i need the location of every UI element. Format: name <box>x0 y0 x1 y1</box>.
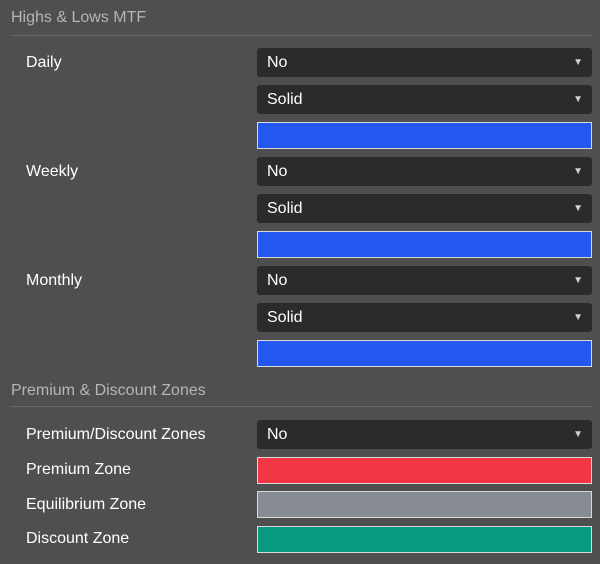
monthly-label: Monthly <box>26 272 83 289</box>
chevron-down-icon: ▼ <box>573 275 583 286</box>
equilibrium-zone-label: Equilibrium Zone <box>26 496 147 513</box>
premium-zone-color-swatch[interactable] <box>257 457 592 484</box>
section-title-premium-discount-zones: Premium & Discount Zones <box>11 382 206 399</box>
daily-style-select[interactable]: Solid ▼ <box>257 85 592 114</box>
premium-discount-zones-value: No <box>267 426 288 443</box>
monthly-color-swatch[interactable] <box>257 340 592 367</box>
monthly-style-value: Solid <box>267 309 303 326</box>
daily-label: Daily <box>26 54 62 71</box>
monthly-show-select[interactable]: No ▼ <box>257 266 592 295</box>
premium-discount-zones-label: Premium/Discount Zones <box>26 426 206 443</box>
discount-zone-color-swatch[interactable] <box>257 526 592 553</box>
weekly-color-swatch[interactable] <box>257 231 592 258</box>
chevron-down-icon: ▼ <box>573 57 583 68</box>
chevron-down-icon: ▼ <box>573 429 583 440</box>
daily-color-swatch[interactable] <box>257 122 592 149</box>
discount-zone-label: Discount Zone <box>26 530 130 547</box>
weekly-show-value: No <box>267 163 288 180</box>
daily-show-select[interactable]: No ▼ <box>257 48 592 77</box>
daily-show-value: No <box>267 54 288 71</box>
weekly-style-value: Solid <box>267 200 303 217</box>
chevron-down-icon: ▼ <box>573 203 583 214</box>
daily-style-value: Solid <box>267 91 303 108</box>
chevron-down-icon: ▼ <box>573 94 583 105</box>
weekly-show-select[interactable]: No ▼ <box>257 157 592 186</box>
monthly-show-value: No <box>267 272 288 289</box>
monthly-style-select[interactable]: Solid ▼ <box>257 303 592 332</box>
equilibrium-zone-color-swatch[interactable] <box>257 491 592 518</box>
weekly-style-select[interactable]: Solid ▼ <box>257 194 592 223</box>
weekly-label: Weekly <box>26 163 79 180</box>
section-divider <box>11 35 593 36</box>
premium-discount-zones-select[interactable]: No ▼ <box>257 420 592 449</box>
chevron-down-icon: ▼ <box>573 312 583 323</box>
chevron-down-icon: ▼ <box>573 166 583 177</box>
section-title-highs-lows-mtf: Highs & Lows MTF <box>11 9 147 26</box>
premium-zone-label: Premium Zone <box>26 461 131 478</box>
section-divider <box>11 406 593 407</box>
